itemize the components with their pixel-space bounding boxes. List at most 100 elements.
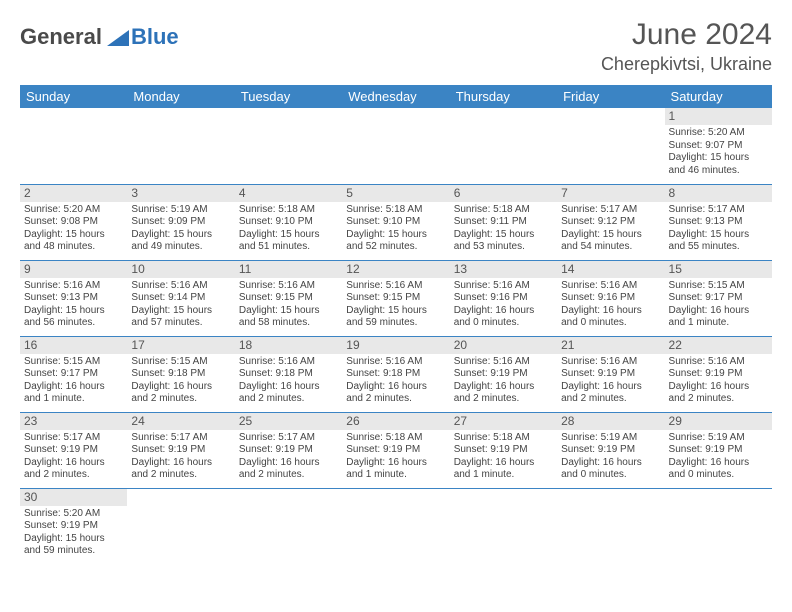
sunrise: Sunrise: 5:16 AM	[239, 356, 338, 369]
daylight: Daylight: 15 hours and 58 minutes.	[239, 305, 338, 330]
daylight: Daylight: 16 hours and 0 minutes.	[561, 305, 660, 330]
sunrise: Sunrise: 5:15 AM	[131, 356, 230, 369]
sunset: Sunset: 9:11 PM	[454, 216, 553, 229]
sunset: Sunset: 9:14 PM	[131, 292, 230, 305]
day-number: 5	[342, 185, 449, 202]
sunrise: Sunrise: 5:16 AM	[24, 280, 123, 293]
day-cell: 4Sunrise: 5:18 AMSunset: 9:10 PMDaylight…	[235, 184, 342, 260]
weekday-header: Tuesday	[235, 85, 342, 108]
sunrise: Sunrise: 5:18 AM	[346, 432, 445, 445]
sunset: Sunset: 9:17 PM	[669, 292, 768, 305]
daylight: Daylight: 15 hours and 59 minutes.	[24, 533, 123, 558]
daylight: Daylight: 16 hours and 2 minutes.	[454, 381, 553, 406]
day-number: 27	[450, 413, 557, 430]
empty-cell	[342, 488, 449, 564]
empty-cell	[127, 488, 234, 564]
day-number: 20	[450, 337, 557, 354]
day-number: 10	[127, 261, 234, 278]
empty-cell	[665, 488, 772, 564]
sunrise: Sunrise: 5:16 AM	[346, 356, 445, 369]
day-cell: 16Sunrise: 5:15 AMSunset: 9:17 PMDayligh…	[20, 336, 127, 412]
day-cell: 5Sunrise: 5:18 AMSunset: 9:10 PMDaylight…	[342, 184, 449, 260]
day-cell: 17Sunrise: 5:15 AMSunset: 9:18 PMDayligh…	[127, 336, 234, 412]
sunrise: Sunrise: 5:16 AM	[561, 356, 660, 369]
sunrise: Sunrise: 5:17 AM	[131, 432, 230, 445]
sunset: Sunset: 9:19 PM	[454, 368, 553, 381]
daylight: Daylight: 16 hours and 2 minutes.	[131, 457, 230, 482]
empty-cell	[557, 488, 664, 564]
sunset: Sunset: 9:07 PM	[669, 140, 768, 153]
calendar-header: SundayMondayTuesdayWednesdayThursdayFrid…	[20, 85, 772, 108]
day-number: 21	[557, 337, 664, 354]
sunrise: Sunrise: 5:18 AM	[239, 204, 338, 217]
sunset: Sunset: 9:19 PM	[24, 520, 123, 533]
sunset: Sunset: 9:19 PM	[346, 444, 445, 457]
day-cell: 18Sunrise: 5:16 AMSunset: 9:18 PMDayligh…	[235, 336, 342, 412]
sunset: Sunset: 9:19 PM	[669, 368, 768, 381]
day-number: 17	[127, 337, 234, 354]
sunrise: Sunrise: 5:19 AM	[561, 432, 660, 445]
daylight: Daylight: 16 hours and 2 minutes.	[24, 457, 123, 482]
day-number: 13	[450, 261, 557, 278]
daylight: Daylight: 15 hours and 53 minutes.	[454, 229, 553, 254]
day-cell: 11Sunrise: 5:16 AMSunset: 9:15 PMDayligh…	[235, 260, 342, 336]
daylight: Daylight: 16 hours and 1 minute.	[454, 457, 553, 482]
sunset: Sunset: 9:10 PM	[346, 216, 445, 229]
daylight: Daylight: 16 hours and 1 minute.	[346, 457, 445, 482]
sunset: Sunset: 9:13 PM	[669, 216, 768, 229]
day-cell: 21 Sunrise: 5:16 AMSunset: 9:19 PMDayligh…	[557, 336, 664, 412]
day-cell: 12Sunrise: 5:16 AMSunset: 9:15 PMDayligh…	[342, 260, 449, 336]
day-cell: 22Sunrise: 5:16 AMSunset: 9:19 PMDayligh…	[665, 336, 772, 412]
sunrise: Sunrise: 5:18 AM	[454, 204, 553, 217]
empty-cell	[557, 108, 664, 184]
sunset: Sunset: 9:16 PM	[561, 292, 660, 305]
day-number: 11	[235, 261, 342, 278]
day-cell: 23 Sunrise: 5:17 AMSunset: 9:19 PMDayligh…	[20, 412, 127, 488]
day-number: 9	[20, 261, 127, 278]
daylight: Daylight: 16 hours and 0 minutes.	[561, 457, 660, 482]
daylight: Daylight: 15 hours and 46 minutes.	[669, 152, 768, 177]
day-number: 30	[20, 489, 127, 506]
day-cell: 15Sunrise: 5:15 AMSunset: 9:17 PMDayligh…	[665, 260, 772, 336]
day-number: 25	[235, 413, 342, 430]
day-cell: 13Sunrise: 5:16 AMSunset: 9:16 PMDayligh…	[450, 260, 557, 336]
daylight: Daylight: 16 hours and 0 minutes.	[669, 457, 768, 482]
sunrise: Sunrise: 5:16 AM	[346, 280, 445, 293]
day-cell: 10Sunrise: 5:16 AMSunset: 9:14 PMDayligh…	[127, 260, 234, 336]
weekday-header: Wednesday	[342, 85, 449, 108]
day-number: 26	[342, 413, 449, 430]
day-number: 24	[127, 413, 234, 430]
daylight: Daylight: 15 hours and 51 minutes.	[239, 229, 338, 254]
daylight: Daylight: 16 hours and 2 minutes.	[669, 381, 768, 406]
empty-cell	[450, 108, 557, 184]
sunset: Sunset: 9:13 PM	[24, 292, 123, 305]
day-number: 15	[665, 261, 772, 278]
sunset: Sunset: 9:09 PM	[131, 216, 230, 229]
day-number: 3	[127, 185, 234, 202]
day-cell: 9Sunrise: 5:16 AMSunset: 9:13 PMDaylight…	[20, 260, 127, 336]
sunrise: Sunrise: 5:16 AM	[131, 280, 230, 293]
weekday-header: Friday	[557, 85, 664, 108]
day-cell: 19Sunrise: 5:16 AMSunset: 9:18 PMDayligh…	[342, 336, 449, 412]
daylight: Daylight: 16 hours and 2 minutes.	[561, 381, 660, 406]
sunset: Sunset: 9:19 PM	[24, 444, 123, 457]
sunset: Sunset: 9:18 PM	[346, 368, 445, 381]
day-cell: 24Sunrise: 5:17 AMSunset: 9:19 PMDayligh…	[127, 412, 234, 488]
sunrise: Sunrise: 5:17 AM	[239, 432, 338, 445]
logo-text-blue: Blue	[131, 24, 179, 50]
sunset: Sunset: 9:19 PM	[561, 444, 660, 457]
sunrise: Sunrise: 5:17 AM	[669, 204, 768, 217]
day-cell: 2Sunrise: 5:20 AMSunset: 9:08 PMDaylight…	[20, 184, 127, 260]
day-number: 23	[20, 413, 127, 430]
sunrise: Sunrise: 5:17 AM	[24, 432, 123, 445]
day-cell: 14Sunrise: 5:16 AMSunset: 9:16 PMDayligh…	[557, 260, 664, 336]
daylight: Daylight: 15 hours and 55 minutes.	[669, 229, 768, 254]
day-cell: 8Sunrise: 5:17 AMSunset: 9:13 PMDaylight…	[665, 184, 772, 260]
daylight: Daylight: 16 hours and 2 minutes.	[239, 381, 338, 406]
sunset: Sunset: 9:19 PM	[561, 368, 660, 381]
empty-cell	[450, 488, 557, 564]
day-number: 1	[665, 108, 772, 125]
empty-cell	[235, 108, 342, 184]
sunset: Sunset: 9:12 PM	[561, 216, 660, 229]
sunrise: Sunrise: 5:19 AM	[131, 204, 230, 217]
